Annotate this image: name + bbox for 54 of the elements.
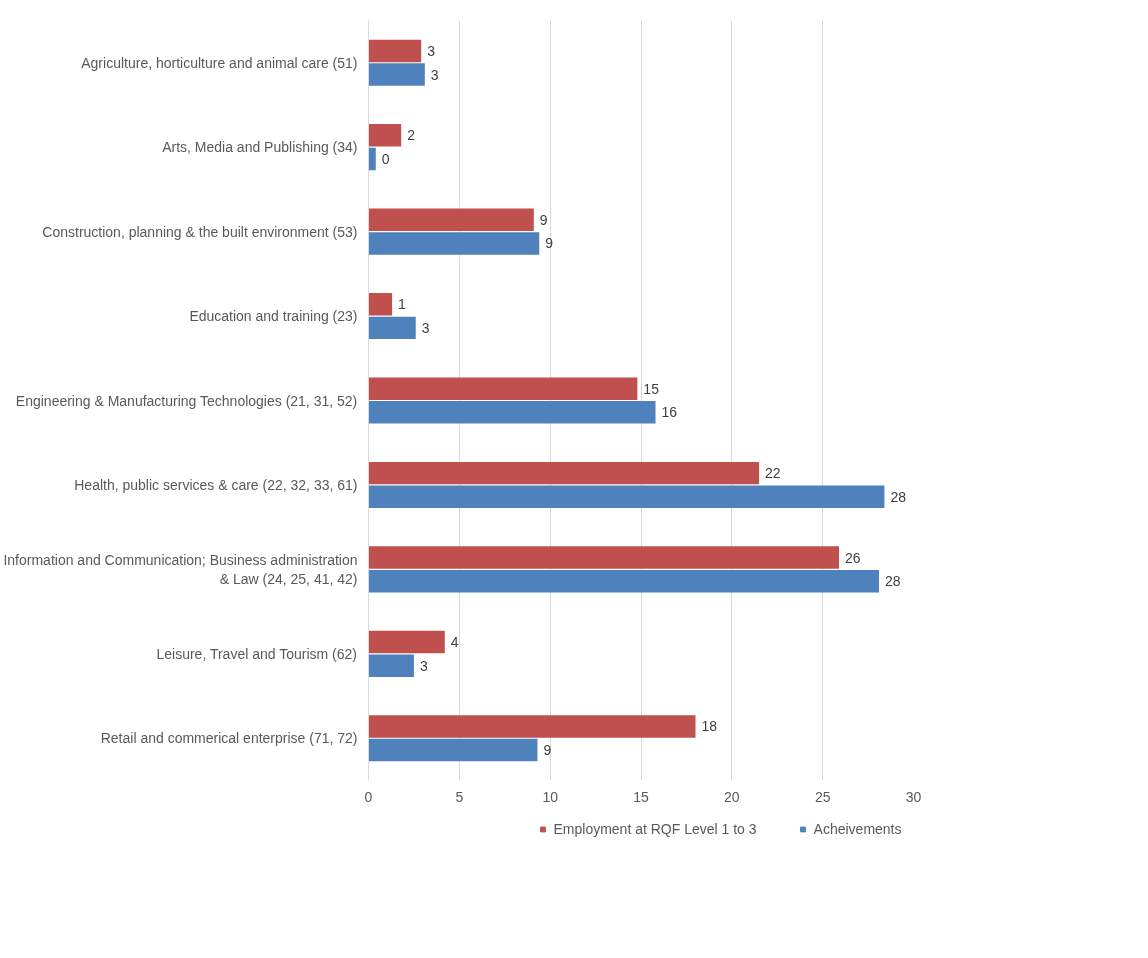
bar [368,63,425,86]
y-tick-label: Construction, planning & the built environment (53) [42,223,358,240]
y-tick-label: Engineering & Manufacturing Technologies (21, 31, 52) [15,392,358,409]
data-label: 1 [398,296,407,313]
data-label: 9 [545,235,554,252]
bar [368,485,885,508]
data-label: 2 [407,127,416,144]
x-tick-label: 0 [364,788,373,805]
bar [368,316,416,340]
x-tick-label: 25 [814,788,831,805]
y-tick-label: Education and training (23) [189,308,358,325]
bar [368,546,840,569]
legend-label: Employment at RQF Level 1 to 3 [553,821,757,837]
data-label: 3 [430,66,439,83]
data-label: 9 [539,211,548,228]
bar [368,461,760,485]
y-tick-label: Agriculture, horticulture and animal care (51) [81,54,358,71]
x-tick-label: 20 [724,788,740,805]
bar [368,715,696,738]
bar [368,377,638,400]
bar [368,39,422,63]
bar [368,208,534,232]
x-tick-label: 10 [542,788,559,805]
bar [368,630,445,654]
bar [368,401,656,424]
data-label: 4 [450,634,459,651]
data-label: 22 [765,465,781,482]
data-label: 16 [661,404,678,421]
y-tick-label: Health, public services & care (22, 32, 33, 61) [74,476,358,493]
data-label: 28 [890,488,907,505]
x-tick-label: 5 [455,788,464,805]
bar [368,738,538,762]
bar [368,293,393,316]
y-tick-label: Leisure, Travel and Tourism (62) [156,645,357,662]
bar [368,654,414,677]
y-tick-label: Arts, Media and Publishing (34) [162,139,358,156]
bar [368,232,540,255]
bar [368,147,376,171]
x-tick-label: 30 [905,788,922,805]
data-label: 18 [701,718,718,735]
data-label: 3 [427,42,436,59]
x-tick-label: 15 [633,788,649,805]
bar [368,569,879,593]
data-label: 3 [421,319,430,336]
y-tick-label: Retail and commerical enterprise (71, 72) [100,730,358,747]
data-label: 26 [845,549,861,566]
data-label: 0 [381,150,390,167]
data-label: 28 [884,573,901,590]
legend-label: Acheivements [813,821,902,837]
y-tick-label: Information and Communication; Business administration & Law (24, 25, 41, 42) [3,551,358,587]
data-label: 15 [643,380,660,397]
bar [368,124,402,147]
data-label: 9 [543,742,552,759]
data-label: 3 [419,657,428,674]
